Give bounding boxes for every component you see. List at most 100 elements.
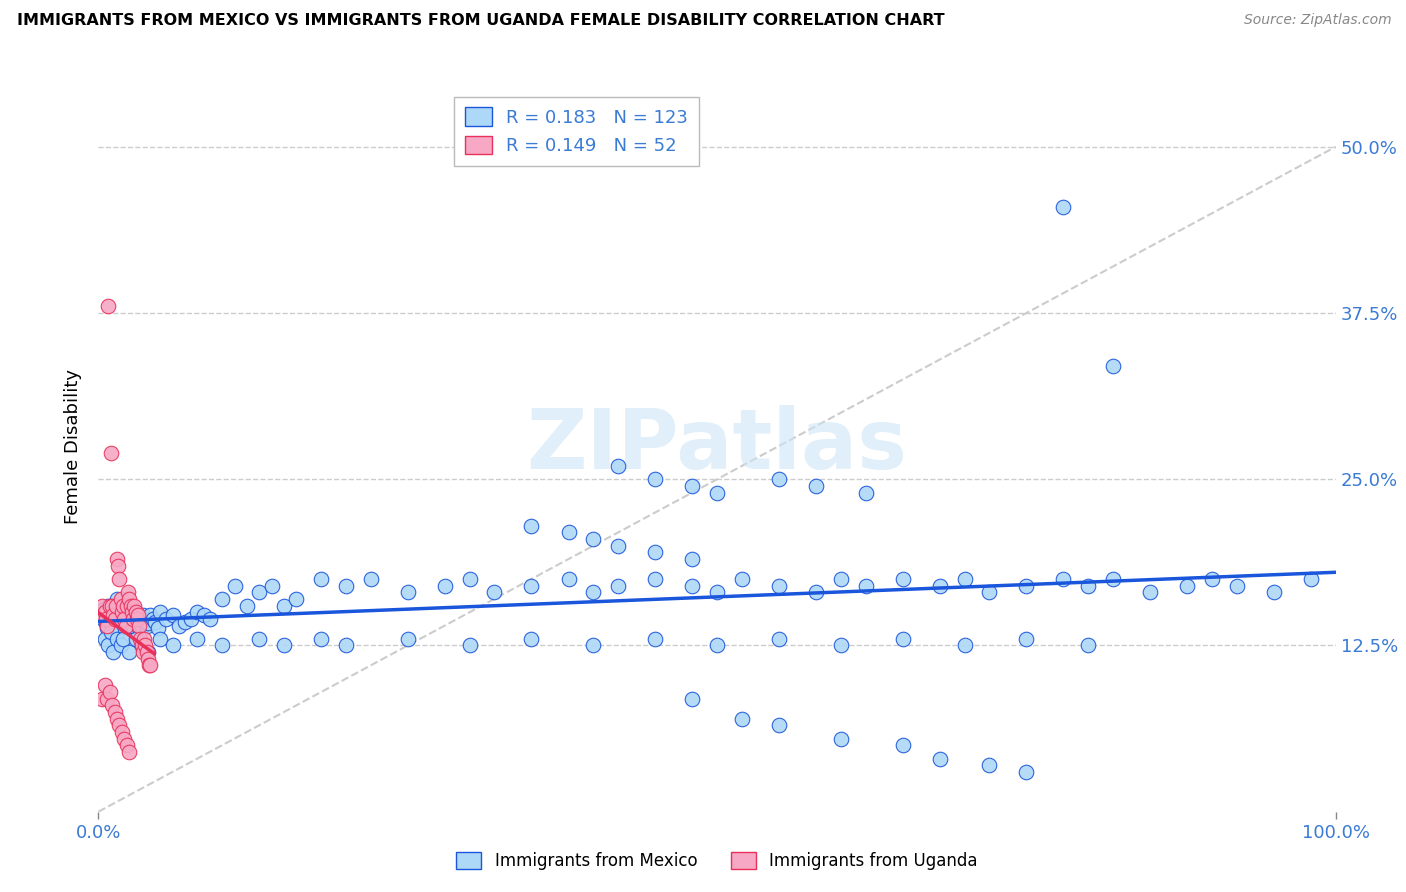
- Point: [681, 579, 703, 593]
- Point: [103, 602, 125, 616]
- Point: [520, 579, 543, 593]
- Point: [124, 605, 146, 619]
- Point: [96, 691, 118, 706]
- Point: [520, 518, 543, 533]
- Point: [1226, 579, 1249, 593]
- Point: [111, 605, 134, 619]
- Point: [122, 612, 145, 626]
- Point: [804, 479, 827, 493]
- Point: [582, 585, 605, 599]
- Point: [138, 658, 160, 673]
- Point: [1201, 572, 1223, 586]
- Point: [1052, 572, 1074, 586]
- Point: [134, 615, 156, 629]
- Point: [260, 579, 283, 593]
- Point: [1102, 359, 1125, 374]
- Point: [134, 612, 156, 626]
- Point: [100, 625, 122, 640]
- Point: [186, 605, 208, 619]
- Point: [108, 718, 131, 732]
- Point: [93, 607, 115, 622]
- Point: [136, 615, 159, 630]
- Point: [103, 607, 125, 622]
- Point: [1139, 585, 1161, 599]
- Point: [118, 645, 141, 659]
- Point: [104, 599, 127, 613]
- Point: [953, 572, 976, 586]
- Point: [146, 621, 169, 635]
- Point: [134, 639, 156, 653]
- Point: [644, 572, 666, 586]
- Point: [1175, 579, 1198, 593]
- Point: [91, 691, 114, 706]
- Point: [396, 632, 419, 646]
- Point: [131, 618, 153, 632]
- Point: [98, 615, 121, 629]
- Point: [97, 299, 120, 313]
- Point: [1263, 585, 1285, 599]
- Point: [110, 612, 132, 626]
- Point: [127, 615, 149, 630]
- Point: [830, 639, 852, 653]
- Point: [117, 585, 139, 599]
- Point: [1077, 639, 1099, 653]
- Point: [124, 612, 146, 626]
- Point: [360, 572, 382, 586]
- Point: [97, 599, 120, 613]
- Point: [124, 599, 146, 613]
- Point: [167, 618, 190, 632]
- Point: [112, 599, 135, 613]
- Point: [101, 698, 124, 713]
- Point: [1052, 200, 1074, 214]
- Point: [105, 552, 128, 566]
- Point: [114, 612, 136, 626]
- Point: [557, 525, 579, 540]
- Point: [132, 645, 155, 659]
- Point: [108, 621, 131, 635]
- Point: [644, 632, 666, 646]
- Point: [129, 612, 152, 626]
- Point: [953, 639, 976, 653]
- Point: [94, 615, 117, 630]
- Point: [768, 579, 790, 593]
- Point: [104, 612, 127, 626]
- Point: [731, 572, 754, 586]
- Point: [830, 731, 852, 746]
- Point: [224, 579, 246, 593]
- Point: [582, 639, 605, 653]
- Point: [979, 758, 1001, 772]
- Point: [112, 607, 135, 622]
- Point: [520, 632, 543, 646]
- Point: [96, 621, 118, 635]
- Point: [110, 591, 132, 606]
- Point: [114, 618, 136, 632]
- Point: [891, 738, 914, 752]
- Point: [285, 591, 308, 606]
- Text: ZIPatlas: ZIPatlas: [527, 406, 907, 486]
- Point: [101, 599, 124, 613]
- Point: [98, 685, 121, 699]
- Point: [136, 652, 159, 666]
- Point: [830, 572, 852, 586]
- Point: [110, 639, 132, 653]
- Point: [335, 639, 357, 653]
- Text: IMMIGRANTS FROM MEXICO VS IMMIGRANTS FROM UGANDA FEMALE DISABILITY CORRELATION C: IMMIGRANTS FROM MEXICO VS IMMIGRANTS FRO…: [17, 13, 945, 29]
- Point: [928, 751, 950, 765]
- Point: [93, 605, 115, 619]
- Point: [928, 579, 950, 593]
- Point: [804, 585, 827, 599]
- Point: [107, 558, 129, 573]
- Text: Source: ZipAtlas.com: Source: ZipAtlas.com: [1244, 13, 1392, 28]
- Point: [90, 607, 112, 622]
- Point: [100, 445, 122, 459]
- Point: [115, 738, 138, 752]
- Point: [607, 539, 630, 553]
- Point: [93, 605, 115, 619]
- Point: [309, 632, 332, 646]
- Point: [681, 691, 703, 706]
- Point: [582, 532, 605, 546]
- Point: [103, 612, 125, 626]
- Point: [979, 585, 1001, 599]
- Point: [96, 618, 118, 632]
- Point: [139, 658, 162, 673]
